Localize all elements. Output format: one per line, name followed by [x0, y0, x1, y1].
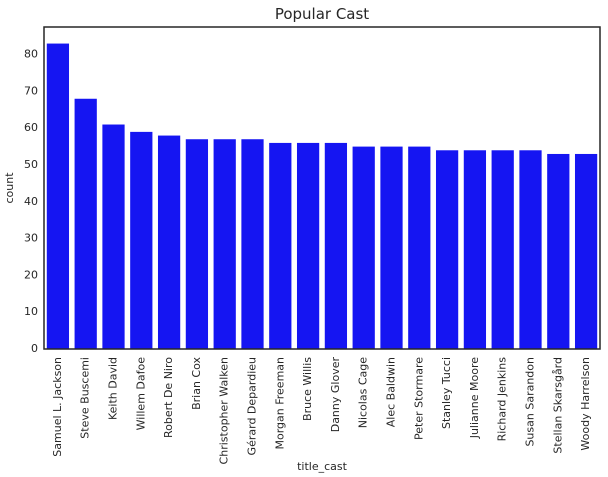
bar [352, 146, 375, 349]
bar [324, 142, 348, 349]
y-tick-label: 60 [24, 121, 38, 134]
bar [157, 135, 181, 349]
x-tick-label: Stanley Tucci [440, 357, 453, 429]
bar [408, 146, 431, 349]
x-tick-label: Woody Harrelson [579, 357, 592, 451]
x-tick-label: Danny Glover [329, 357, 342, 433]
y-tick-label: 0 [31, 342, 38, 355]
x-tick-label: Brian Cox [190, 357, 203, 410]
x-tick-label: Stellan Skarsgård [551, 357, 564, 454]
bar [74, 98, 97, 349]
y-axis-label: count [3, 172, 16, 204]
x-tick-label: Peter Stormare [412, 357, 425, 440]
x-tick-label: Morgan Freeman [273, 357, 286, 450]
y-tick-label: 50 [24, 158, 38, 171]
x-tick-label: Gérard Depardieu [246, 357, 259, 455]
y-tick-label: 20 [24, 268, 38, 281]
y-tick-label: 70 [24, 84, 38, 97]
x-tick-label: Susan Sarandon [524, 357, 537, 447]
x-tick-label: Christopher Walken [218, 357, 231, 464]
x-tick-label: Nicolas Cage [357, 357, 370, 428]
bar [213, 139, 236, 349]
x-tick-label: Willem Dafoe [134, 357, 147, 431]
x-tick-label: Alec Baldwin [385, 357, 398, 427]
y-tick-label: 30 [24, 232, 38, 245]
y-tick-label: 10 [24, 305, 38, 318]
bar [574, 153, 598, 349]
bar [130, 131, 153, 349]
x-tick-label: Steve Buscemi [79, 357, 92, 439]
bar [241, 139, 264, 349]
bar [547, 153, 570, 349]
bar [491, 150, 514, 349]
y-tick-label: 80 [24, 48, 38, 61]
bar [296, 142, 320, 349]
bars-group [46, 43, 598, 350]
plot-frame [43, 26, 601, 350]
x-axis-label: title_cast [297, 460, 348, 473]
bar [102, 124, 125, 350]
x-tick-label: Richard Jenkins [496, 357, 509, 442]
y-axis-ticks: 0 10 20 30 40 50 60 70 80 [24, 48, 38, 355]
bar [435, 150, 459, 349]
x-axis-ticks: Samuel L. Jackson Steve Buscemi Keith Davi… [51, 357, 592, 465]
x-tick-label: Julianne Moore [468, 357, 481, 440]
chart-title: Popular Cast [275, 5, 369, 23]
bar [185, 139, 209, 349]
x-tick-label: Bruce Willis [301, 357, 314, 421]
bar [519, 150, 542, 349]
x-tick-label: Robert De Niro [162, 357, 175, 438]
bar [380, 146, 403, 349]
x-tick-label: Samuel L. Jackson [51, 357, 64, 457]
x-tick-label: Keith David [107, 357, 120, 420]
bar [269, 142, 292, 349]
bar [46, 43, 70, 350]
y-tick-label: 40 [24, 195, 38, 208]
bar [463, 150, 487, 349]
